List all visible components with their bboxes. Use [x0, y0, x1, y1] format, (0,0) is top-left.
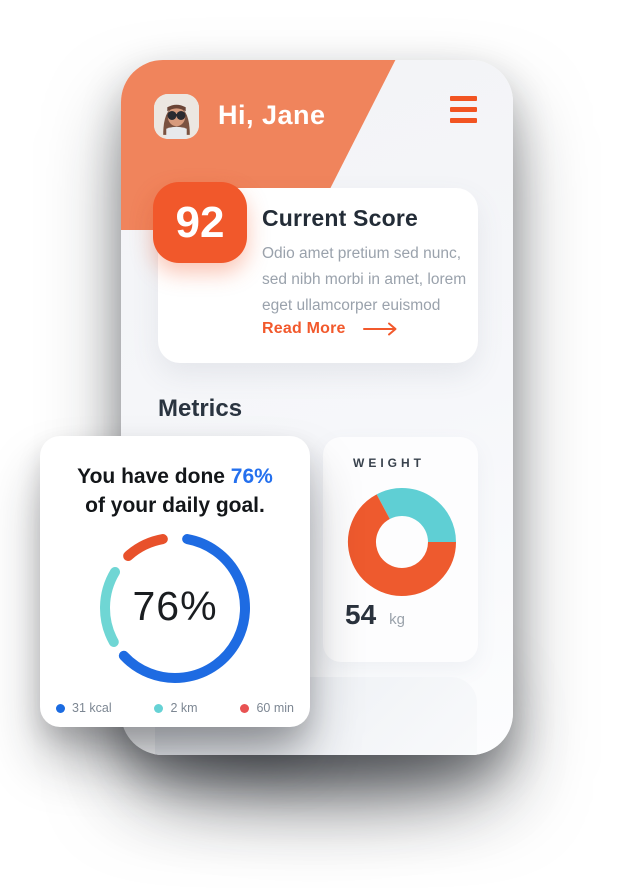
read-more-label: Read More [262, 320, 346, 337]
weight-donut-orange-segment [348, 494, 456, 596]
goal-ring-chart [100, 534, 250, 683]
legend-item-min: 60 min [240, 701, 294, 715]
score-badge: 92 [153, 182, 247, 263]
legend-dot-teal [154, 703, 164, 713]
legend-label: 60 min [256, 701, 294, 715]
hamburger-bar [450, 118, 477, 123]
ring-blue-arc [118, 534, 250, 683]
legend-item-km: 2 km [154, 701, 198, 715]
goal-progress-ring: 76% [95, 528, 255, 688]
read-more-link[interactable]: Read More [262, 320, 400, 338]
weight-donut-chart [348, 488, 456, 596]
goal-title-prefix: You have done [77, 465, 231, 488]
weight-card[interactable]: WEIGHT 54 kg [323, 437, 478, 662]
legend-item-kcal: 31 kcal [56, 701, 112, 715]
goal-percent-label: 76% [132, 583, 218, 629]
ring-orange-arc [123, 534, 168, 561]
phone-frame: Hi, Jane Current Score Odio amet pretium… [121, 60, 513, 755]
legend-label: 31 kcal [72, 701, 112, 715]
avatar-photo [154, 94, 199, 139]
metrics-section-heading: Metrics [158, 395, 243, 422]
ring-teal-arc [100, 566, 120, 647]
daily-goal-card[interactable]: You have done 76% of your daily goal. 76… [40, 436, 310, 727]
goal-legend: 31 kcal 2 km 60 min [40, 701, 310, 715]
weight-unit: kg [389, 611, 405, 628]
hamburger-menu-icon[interactable] [450, 96, 477, 123]
greeting-text: Hi, Jane [218, 100, 326, 130]
avatar[interactable] [154, 94, 199, 139]
weight-value-row: 54 kg [345, 599, 405, 631]
weight-value: 54 [345, 599, 377, 630]
score-card-description: Odio amet pretium sed nunc, sed nibh mor… [262, 245, 467, 314]
hamburger-bar [450, 96, 477, 101]
goal-title: You have done 76% of your daily goal. [40, 462, 310, 520]
hamburger-bar [450, 107, 477, 112]
right-arrow-icon [362, 322, 397, 336]
goal-title-line2: of your daily goal. [85, 494, 265, 517]
score-card-title: Current Score [262, 205, 418, 231]
weight-donut-teal-segment [376, 488, 456, 543]
weight-card-title: WEIGHT [353, 456, 425, 470]
goal-title-highlight: 76% [230, 465, 273, 488]
legend-dot-blue [56, 703, 65, 713]
legend-dot-red [240, 703, 250, 713]
score-value: 92 [175, 197, 225, 247]
legend-label: 2 km [170, 701, 198, 715]
